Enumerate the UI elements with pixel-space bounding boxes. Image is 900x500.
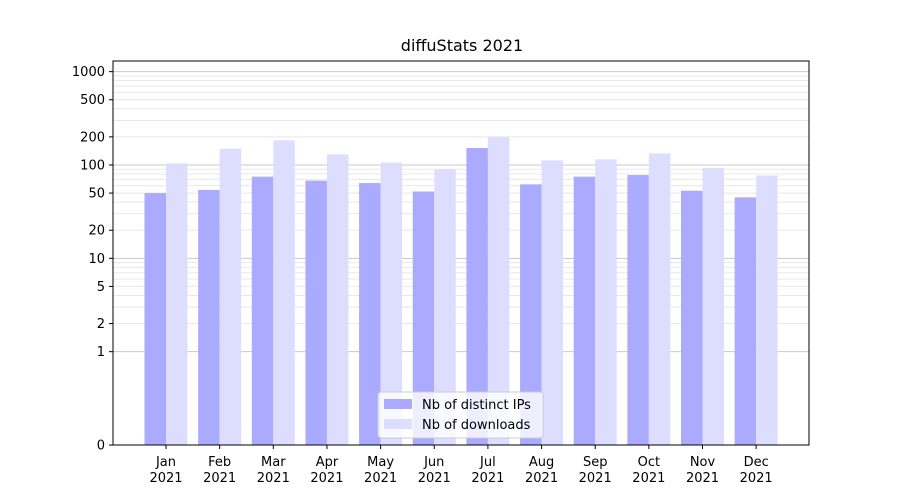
y-tick-label: 1	[97, 345, 105, 360]
y-tick-label: 2	[97, 317, 105, 332]
x-axis: Jan 2021 Feb 2021 Mar 2021 Apr 2021 May 2021 Jun 20…	[149, 445, 773, 486]
y-tick-label: 100	[80, 158, 105, 173]
x-tick-label: Jun 2021	[418, 455, 451, 486]
bar-distinct-ips	[520, 184, 542, 445]
x-tick-label: Mar 2021	[257, 455, 290, 486]
bars	[144, 136, 778, 446]
bar-distinct-ips	[681, 190, 703, 445]
x-tick-label: Aug 2021	[525, 455, 558, 486]
plot-area-frame	[112, 60, 810, 446]
y-tick-label: 5	[97, 280, 105, 295]
bar-distinct-ips	[144, 193, 166, 445]
bar-downloads	[702, 167, 724, 446]
bar-downloads	[487, 136, 510, 445]
bar-distinct-ips	[466, 148, 488, 445]
y-tick-label: 50	[88, 187, 105, 202]
bar-downloads	[756, 175, 778, 445]
x-tick-label: Nov 2021	[686, 455, 719, 486]
bar-downloads	[219, 148, 242, 446]
bar-downloads	[273, 140, 295, 446]
bar-distinct-ips	[305, 180, 327, 445]
x-tick-label: Jul 2021	[471, 455, 504, 486]
bar-downloads	[380, 162, 403, 445]
bar-distinct-ips	[251, 176, 274, 445]
bar-distinct-ips	[359, 183, 381, 446]
bar-distinct-ips	[734, 197, 757, 445]
x-tick-label: May 2021	[364, 455, 397, 486]
bar-distinct-ips	[198, 189, 220, 445]
bar-distinct-ips	[573, 176, 596, 445]
x-tick-label: Oct 2021	[632, 455, 665, 486]
y-tick-label: 0	[97, 439, 105, 454]
legend: Nb of distinct IPs Nb of downloads	[377, 391, 544, 439]
bar-distinct-ips	[627, 175, 649, 445]
x-tick-label: Jan 2021	[149, 455, 182, 486]
y-tick-label: 200	[80, 130, 105, 145]
bar-downloads	[434, 169, 456, 446]
legend-box	[377, 391, 544, 439]
bar-downloads	[541, 160, 564, 445]
legend-label: Nb of downloads	[422, 418, 531, 433]
bar-downloads	[166, 163, 188, 446]
bar-distinct-ips	[412, 191, 435, 445]
legend-swatch	[384, 419, 412, 429]
bar-downloads	[326, 154, 349, 445]
x-tick-label: Feb 2021	[203, 455, 236, 486]
chart-title: diffuStats 2021	[401, 36, 523, 55]
x-tick-label: Dec 2021	[740, 455, 773, 486]
y-tick-label: 500	[80, 93, 105, 108]
bar-downloads	[595, 159, 617, 445]
legend-label: Nb of distinct IPs	[422, 398, 531, 413]
y-tick-label: 1000	[72, 65, 105, 80]
legend-swatch	[384, 399, 412, 409]
x-tick-label: Sep 2021	[579, 455, 612, 486]
x-tick-label: Apr 2021	[310, 455, 343, 486]
bar-downloads	[648, 153, 671, 445]
y-tick-label: 10	[88, 252, 105, 267]
y-tick-label: 20	[88, 224, 105, 239]
y-axis: 0 1 2 5 10 20 50 100 200 500 1000	[72, 65, 113, 454]
